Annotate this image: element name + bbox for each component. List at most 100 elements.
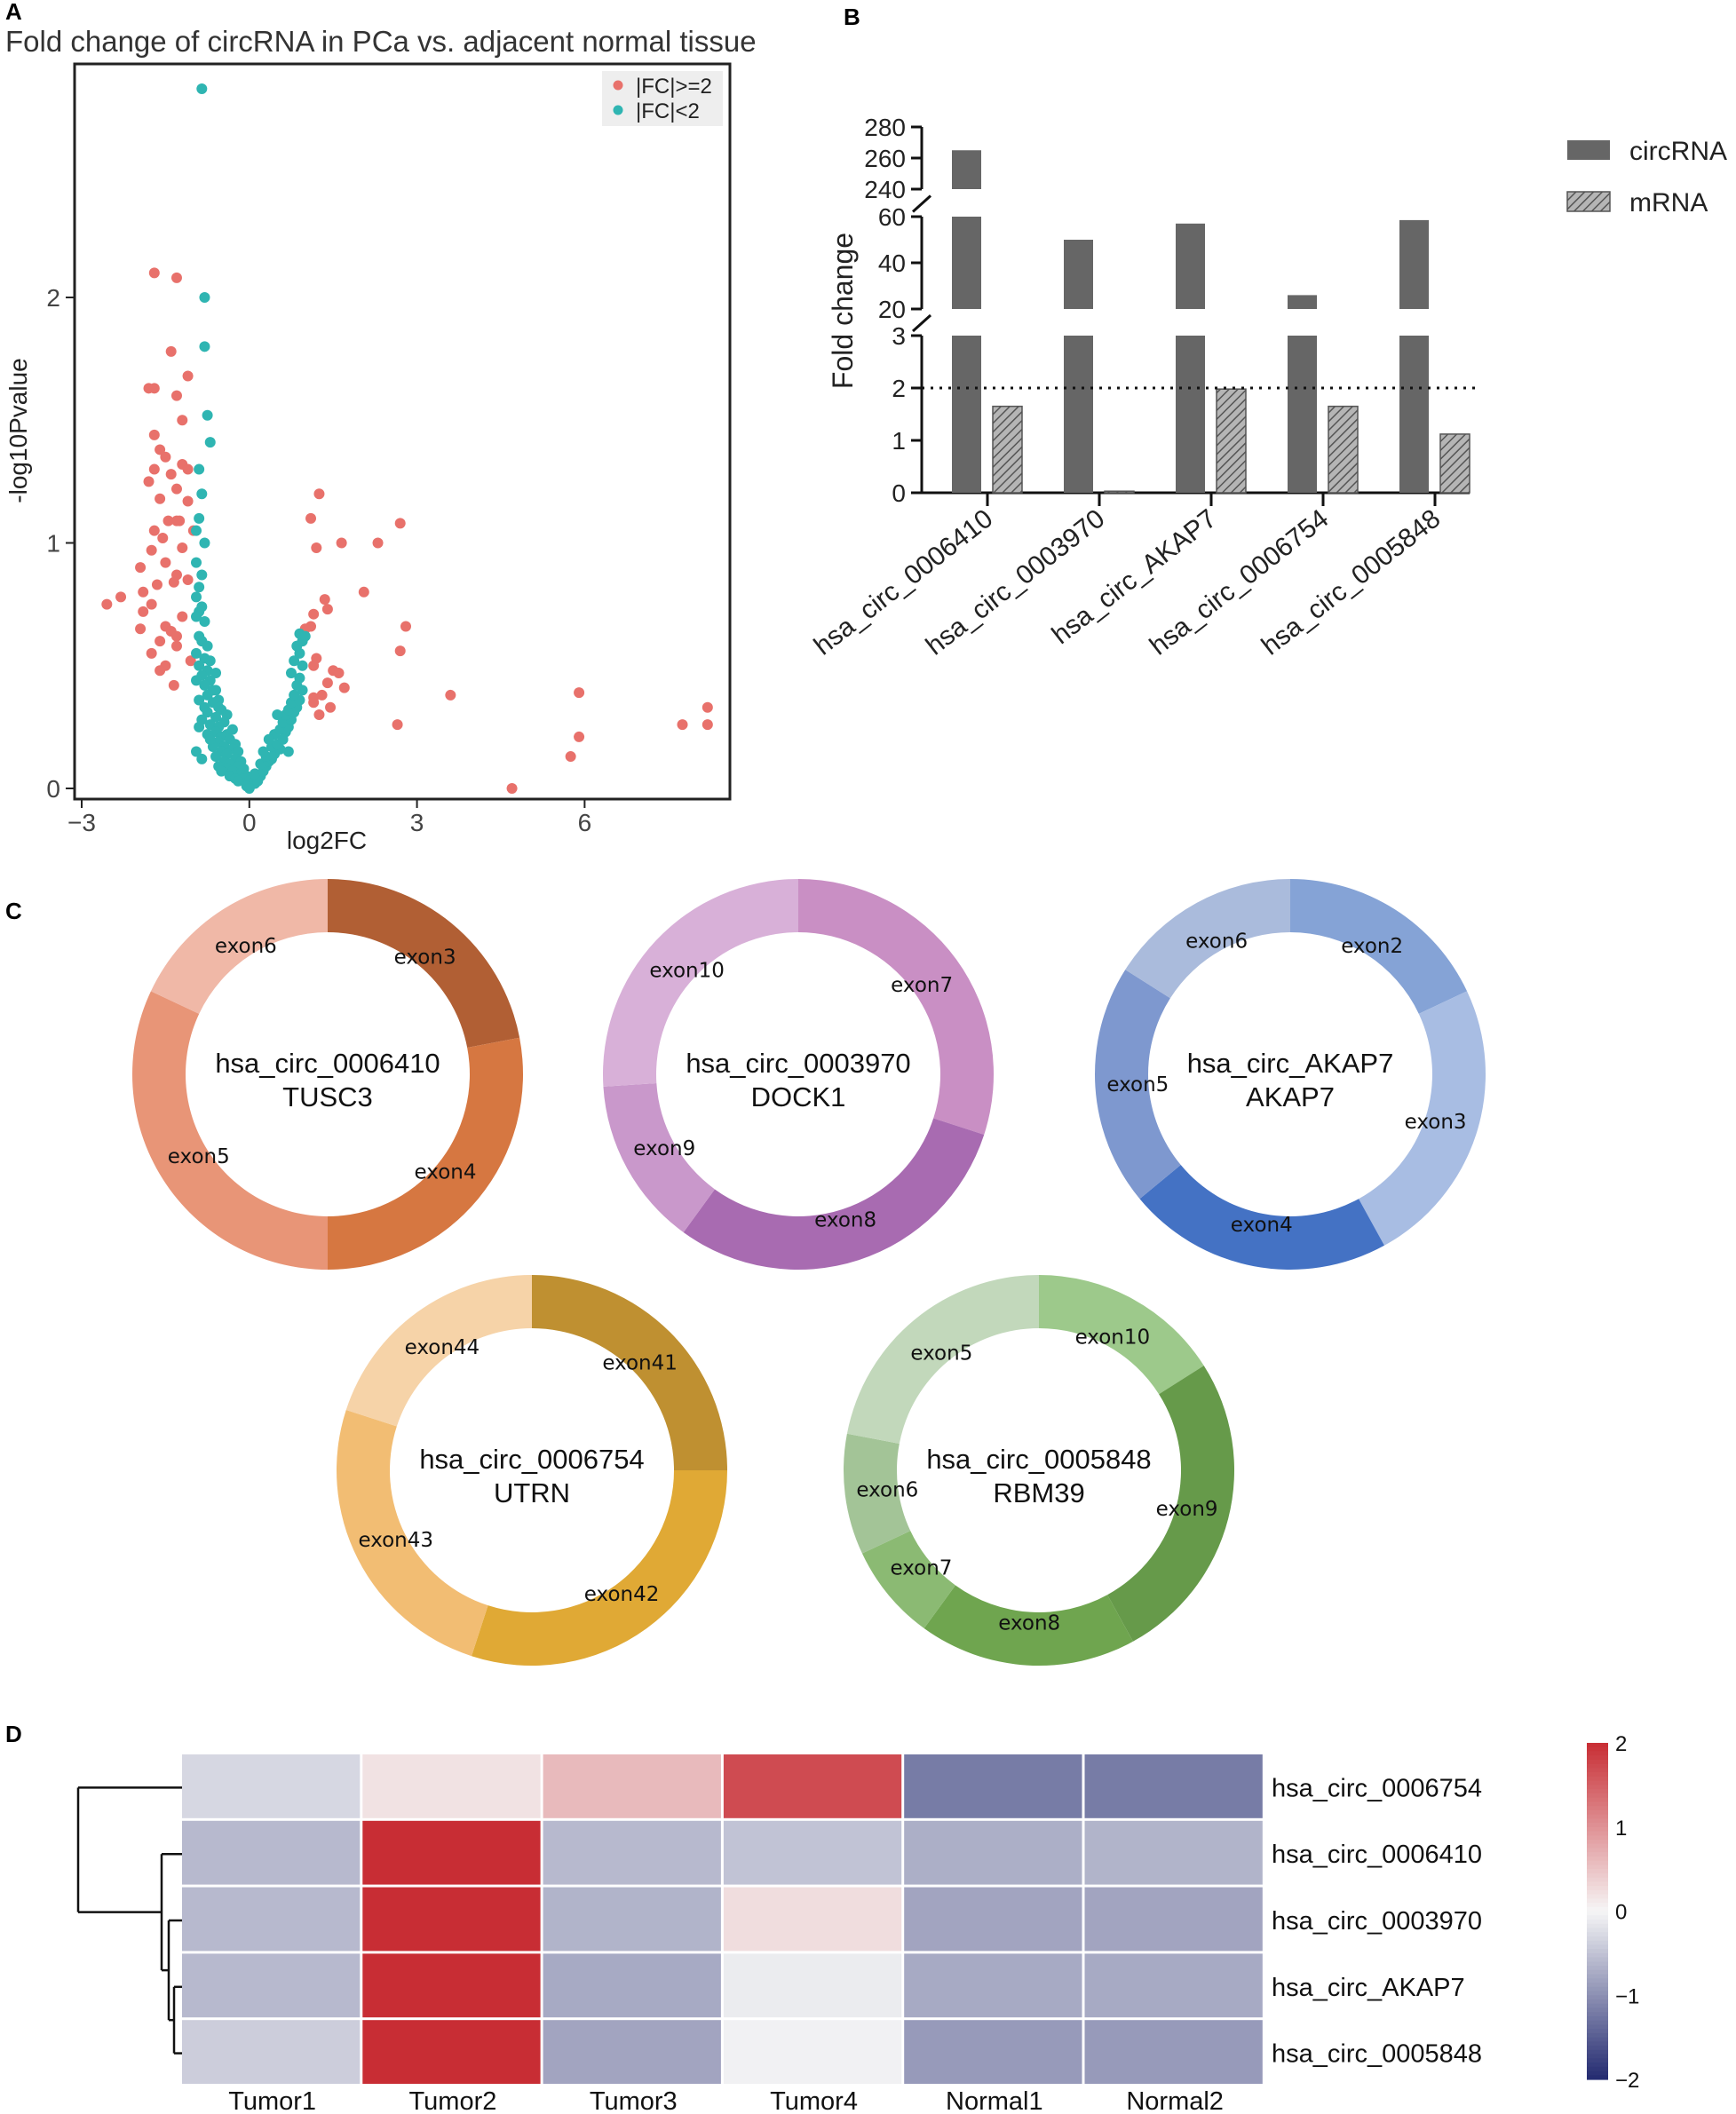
exon-ring: exon2 exon3 exon4 exon5 exon6 hsa_circ_AKAP7A… — [1095, 879, 1486, 1270]
heatmap-row-label: hsa_circ_0006754 — [1272, 1774, 1482, 1802]
volcano-point — [394, 645, 406, 657]
exon-label: exon8 — [814, 1209, 876, 1232]
bar-mrna — [1216, 388, 1247, 494]
heatmap-cell — [182, 1953, 361, 2018]
y-axis-tick-label: 3 — [892, 322, 906, 350]
volcano-point — [194, 660, 205, 671]
colorbar-band — [1587, 1823, 1608, 1828]
colorbar-band — [1587, 1826, 1608, 1833]
exon-label: exon6 — [856, 1479, 918, 1502]
volcano-point — [135, 562, 147, 574]
ring-circrna-name: hsa_circ_0006410 — [215, 1048, 440, 1079]
colorbar-band — [1587, 1978, 1608, 1983]
volcano-point — [313, 709, 325, 721]
colorbar-tick-label: −1 — [1615, 1984, 1639, 2008]
colorbar-band — [1587, 2075, 1608, 2080]
volcano-point — [194, 463, 205, 475]
heatmap-cell — [362, 2020, 541, 2084]
volcano-point — [157, 532, 169, 543]
volcano-point — [297, 660, 308, 671]
volcano-point — [299, 630, 311, 642]
panel-c-letter: C — [5, 898, 22, 924]
colorbar-band — [1587, 1911, 1608, 1916]
volcano-point — [204, 719, 216, 731]
exon-segment — [1290, 879, 1468, 1014]
volcano-point — [305, 512, 317, 524]
bar-circrna — [1176, 336, 1205, 493]
volcano-point — [358, 586, 369, 598]
volcano-point — [250, 768, 261, 780]
colorbar-band — [1587, 2054, 1608, 2059]
heatmap-row-label: hsa_circ_0005848 — [1272, 2040, 1482, 2069]
y-axis-tick-label: 2 — [892, 375, 906, 402]
exon-ring: exon3 exon4 exon5 exon6 hsa_circ_0006410TUSC… — [131, 879, 523, 1270]
exon-label: exon10 — [1075, 1326, 1151, 1349]
colorbar-band — [1587, 2032, 1608, 2039]
heatmap-cell — [723, 1820, 902, 1885]
volcano-point — [199, 537, 210, 549]
ring-gene-name: TUSC3 — [282, 1081, 373, 1112]
exon-segment — [846, 1275, 1039, 1445]
colorbar-band — [1587, 1831, 1608, 1836]
colorbar-band — [1587, 1961, 1608, 1967]
exon-ring-panel: exon3 exon4 exon5 exon6 hsa_circ_0006410TUSC… — [131, 879, 1486, 1666]
ring-circrna-name: hsa_circ_0006754 — [419, 1444, 644, 1475]
volcano-point — [194, 721, 205, 732]
volcano-point — [677, 719, 688, 731]
volcano-point — [191, 525, 202, 536]
exon-segment — [532, 1275, 727, 1470]
bar-circrna — [1288, 295, 1317, 309]
fold-change-y-axis-label: Fold change — [827, 233, 859, 389]
colorbar-band — [1587, 1873, 1608, 1879]
volcano-x-tick-label: 3 — [410, 809, 424, 836]
volcano-point — [702, 701, 713, 713]
heatmap-column-label: Tumor4 — [770, 2087, 858, 2114]
colorbar-band — [1587, 1932, 1608, 1937]
volcano-legend-marker — [613, 80, 623, 91]
volcano-point — [565, 751, 576, 763]
volcano-point — [216, 765, 227, 777]
expression-heatmap: hsa_circ_0006754 hsa_circ_0006410 hsa_circ… — [76, 1732, 1639, 2114]
colorbar-band — [1587, 1877, 1608, 1882]
volcano-point — [202, 409, 213, 421]
exon-segment — [1107, 1366, 1234, 1642]
volcano-point — [194, 582, 205, 593]
exon-label: exon7 — [891, 1557, 953, 1580]
exon-segment — [603, 1083, 715, 1232]
x-axis-category-label: hsa_circ_0006410 — [809, 504, 999, 661]
volcano-point — [138, 586, 149, 598]
volcano-point — [258, 746, 269, 757]
volcano-point — [313, 488, 325, 500]
volcano-point — [325, 701, 337, 713]
volcano-point — [148, 463, 160, 475]
colorbar-band — [1587, 1852, 1608, 1857]
volcano-point — [210, 668, 222, 679]
volcano-point — [148, 267, 160, 279]
volcano-point — [170, 630, 182, 642]
volcano-point — [174, 515, 186, 527]
volcano-point — [196, 83, 208, 94]
heatmap-cell — [723, 1754, 902, 1818]
exon-label: exon10 — [649, 959, 725, 982]
ring-circrna-name: hsa_circ_AKAP7 — [1187, 1048, 1394, 1079]
heatmap-cell — [904, 1754, 1082, 1818]
heatmap-column-label: Tumor2 — [409, 2087, 497, 2114]
volcano-point — [243, 783, 255, 794]
volcano-point — [168, 679, 179, 691]
exon-segment — [337, 1410, 488, 1657]
volcano-point — [199, 615, 210, 627]
volcano-point — [311, 542, 322, 554]
volcano-y-tick-label: 0 — [46, 775, 60, 803]
exon-segment — [1359, 991, 1486, 1246]
exon-label: exon3 — [1405, 1111, 1467, 1134]
colorbar-band — [1587, 1814, 1608, 1819]
heatmap-cell — [182, 1820, 361, 1885]
volcano-point — [177, 415, 188, 426]
volcano-point — [196, 488, 208, 500]
ring-gene-name: DOCK1 — [751, 1081, 846, 1112]
colorbar-tick-label: 0 — [1615, 1901, 1627, 1925]
volcano-point — [148, 383, 160, 394]
volcano-legend-box — [602, 71, 723, 126]
exon-ring: exon10 exon9 exon8 exon7 exon6 exon5 hsa_circ_… — [844, 1275, 1234, 1666]
heatmap-cell — [1084, 1953, 1263, 2018]
